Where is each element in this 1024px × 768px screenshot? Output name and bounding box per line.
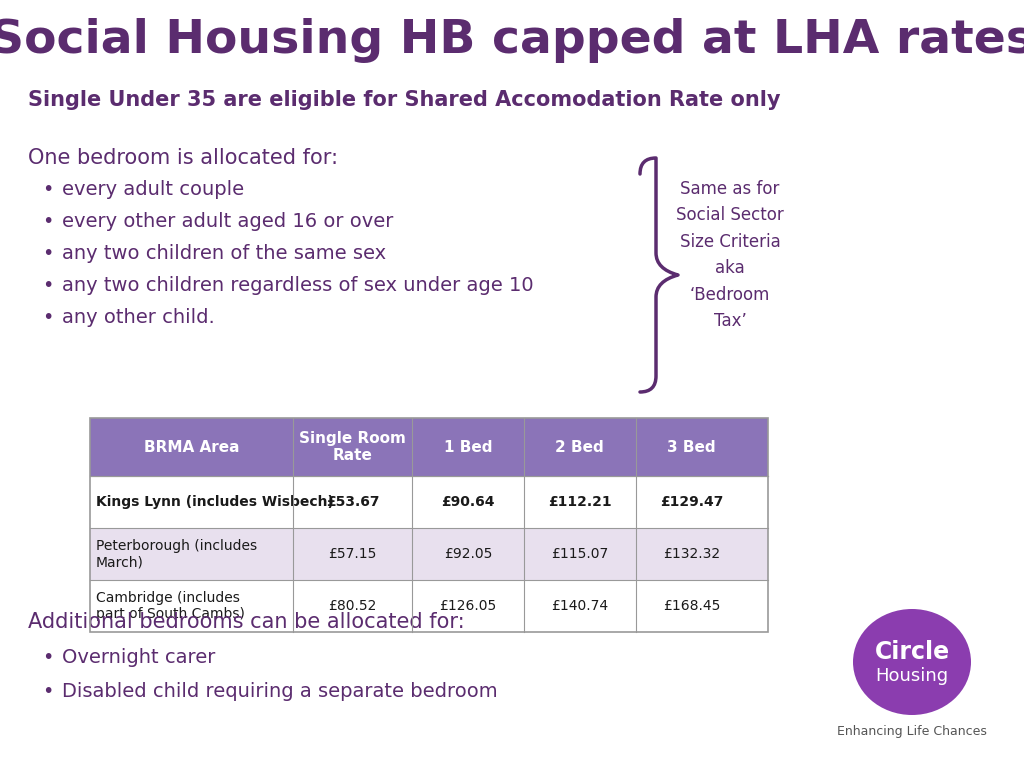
FancyBboxPatch shape	[90, 476, 768, 528]
Text: £80.52: £80.52	[329, 599, 377, 613]
Text: Same as for
Social Sector
Size Criteria
aka
‘Bedroom
Tax’: Same as for Social Sector Size Criteria …	[676, 180, 784, 330]
Text: any two children regardless of sex under age 10: any two children regardless of sex under…	[62, 276, 534, 295]
Text: Cambridge (includes
part of South Cambs): Cambridge (includes part of South Cambs)	[96, 591, 245, 621]
Text: Additional bedrooms can be allocated for:: Additional bedrooms can be allocated for…	[28, 612, 465, 632]
Text: •: •	[42, 648, 53, 667]
Text: 1 Bed: 1 Bed	[443, 439, 493, 455]
Text: Peterborough (includes
March): Peterborough (includes March)	[96, 539, 257, 569]
Text: £90.64: £90.64	[441, 495, 495, 509]
Text: £53.67: £53.67	[326, 495, 380, 509]
Text: £132.32: £132.32	[664, 547, 720, 561]
Ellipse shape	[853, 609, 971, 715]
Text: Overnight carer: Overnight carer	[62, 648, 215, 667]
Text: Disabled child requiring a separate bedroom: Disabled child requiring a separate bedr…	[62, 682, 498, 701]
Text: £92.05: £92.05	[443, 547, 493, 561]
Text: £140.74: £140.74	[551, 599, 608, 613]
Text: Circle: Circle	[874, 640, 949, 664]
Text: every other adult aged 16 or over: every other adult aged 16 or over	[62, 212, 393, 231]
Text: •: •	[42, 308, 53, 327]
Text: One bedroom is allocated for:: One bedroom is allocated for:	[28, 148, 338, 168]
Text: Single Under 35 are eligible for Shared Accomodation Rate only: Single Under 35 are eligible for Shared …	[28, 90, 780, 110]
Text: •: •	[42, 244, 53, 263]
Text: Kings Lynn (includes Wisbech): Kings Lynn (includes Wisbech)	[96, 495, 334, 509]
Text: •: •	[42, 180, 53, 199]
FancyBboxPatch shape	[90, 418, 768, 476]
FancyBboxPatch shape	[90, 528, 768, 580]
Text: BRMA Area: BRMA Area	[144, 439, 240, 455]
Text: any two children of the same sex: any two children of the same sex	[62, 244, 386, 263]
Text: £129.47: £129.47	[660, 495, 723, 509]
Text: Housing: Housing	[876, 667, 948, 685]
Text: Enhancing Life Chances: Enhancing Life Chances	[837, 725, 987, 738]
Text: £112.21: £112.21	[548, 495, 611, 509]
Text: 3 Bed: 3 Bed	[668, 439, 716, 455]
Text: every adult couple: every adult couple	[62, 180, 244, 199]
FancyBboxPatch shape	[90, 580, 768, 632]
Text: £115.07: £115.07	[551, 547, 608, 561]
Text: £57.15: £57.15	[329, 547, 377, 561]
Text: •: •	[42, 682, 53, 701]
Text: 2 Bed: 2 Bed	[555, 439, 604, 455]
Text: any other child.: any other child.	[62, 308, 215, 327]
Text: £126.05: £126.05	[439, 599, 497, 613]
Text: Social Housing HB capped at LHA rates: Social Housing HB capped at LHA rates	[0, 18, 1024, 63]
Text: Single Room
Rate: Single Room Rate	[299, 431, 407, 463]
Text: £168.45: £168.45	[663, 599, 721, 613]
Text: •: •	[42, 212, 53, 231]
Text: •: •	[42, 276, 53, 295]
